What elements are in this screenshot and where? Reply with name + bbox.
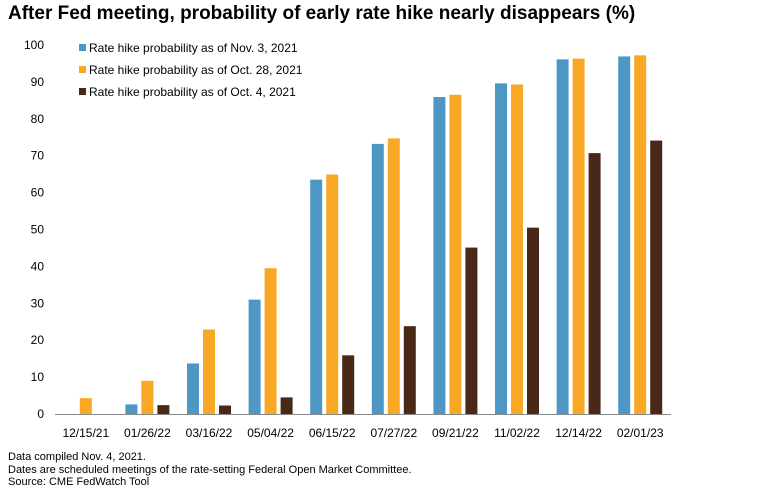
x-tick-label: 11/02/22 xyxy=(494,426,540,440)
bar xyxy=(157,405,170,414)
x-tick-label: 03/16/22 xyxy=(186,426,233,440)
bar xyxy=(387,138,400,414)
bar xyxy=(248,299,261,414)
y-tick-label: 50 xyxy=(31,223,45,237)
x-tick-label: 12/14/22 xyxy=(555,426,602,440)
y-tick-label: 20 xyxy=(31,333,45,347)
bar xyxy=(511,84,523,414)
legend-label: Rate hike probability as of Oct. 28, 202… xyxy=(89,63,303,77)
bars xyxy=(79,55,663,415)
x-tick-label: 06/15/22 xyxy=(309,426,356,440)
bar xyxy=(465,247,478,414)
y-tick-label: 0 xyxy=(37,407,44,421)
bar xyxy=(650,140,663,415)
bar xyxy=(618,56,631,415)
y-tick-label: 10 xyxy=(31,370,45,384)
legend: Rate hike probability as of Nov. 3, 2021… xyxy=(79,41,303,99)
bar xyxy=(342,355,355,414)
legend-swatch xyxy=(79,88,86,95)
x-tick-label: 05/04/22 xyxy=(247,426,294,440)
y-tick-label: 40 xyxy=(31,259,45,273)
bar xyxy=(187,363,199,414)
legend-swatch xyxy=(79,44,86,51)
bar xyxy=(556,59,569,415)
legend-label: Rate hike probability as of Oct. 4, 2021 xyxy=(89,85,296,99)
bar xyxy=(326,174,339,414)
y-tick-label: 30 xyxy=(31,296,45,310)
y-tick-label: 70 xyxy=(31,149,45,163)
bar xyxy=(79,398,92,414)
bar-chart: 0 10 20 30 40 50 60 70 80 90 100 12/15/21 01/26/22 0… xyxy=(24,38,671,440)
bar xyxy=(449,94,462,414)
bar xyxy=(588,153,601,414)
x-tick-label: 02/01/23 xyxy=(617,426,664,440)
x-tick-label: 12/15/21 xyxy=(62,426,109,440)
note-dates: Dates are scheduled meetings of the rate… xyxy=(8,463,412,476)
bar xyxy=(371,143,384,414)
y-tick-label: 60 xyxy=(31,186,45,200)
note-data-compiled: Data compiled Nov. 4, 2021. xyxy=(8,451,146,463)
y-tick-label: 90 xyxy=(31,75,45,89)
bar xyxy=(264,268,277,414)
x-axis-ticks: 12/15/21 01/26/22 03/16/22 05/04/22 06/15/22… xyxy=(62,426,663,440)
bar xyxy=(141,380,154,414)
bar xyxy=(203,329,215,414)
chart-notes: Data compiled Nov. 4, 2021. Dates are sc… xyxy=(8,451,412,489)
chart-title: After Fed meeting, probability of early … xyxy=(8,3,636,24)
note-source: Source: CME FedWatch Tool xyxy=(8,476,150,488)
legend-label: Rate hike probability as of Nov. 3, 2021 xyxy=(89,41,298,55)
y-tick-label: 80 xyxy=(31,112,45,126)
bar xyxy=(310,179,323,414)
bar xyxy=(219,405,231,414)
legend-swatch xyxy=(79,66,86,73)
bar xyxy=(572,58,585,414)
x-tick-label: 01/26/22 xyxy=(124,426,171,440)
bar xyxy=(433,97,446,415)
y-axis-ticks: 0 10 20 30 40 50 60 70 80 90 100 xyxy=(24,38,44,421)
bar xyxy=(403,326,416,414)
bar xyxy=(280,397,293,414)
bar xyxy=(495,83,507,414)
bar xyxy=(634,55,647,414)
y-tick-label: 100 xyxy=(24,38,44,52)
bar xyxy=(125,404,138,414)
bar xyxy=(527,227,539,414)
x-tick-label: 07/27/22 xyxy=(370,426,417,440)
x-tick-label: 09/21/22 xyxy=(432,426,479,440)
